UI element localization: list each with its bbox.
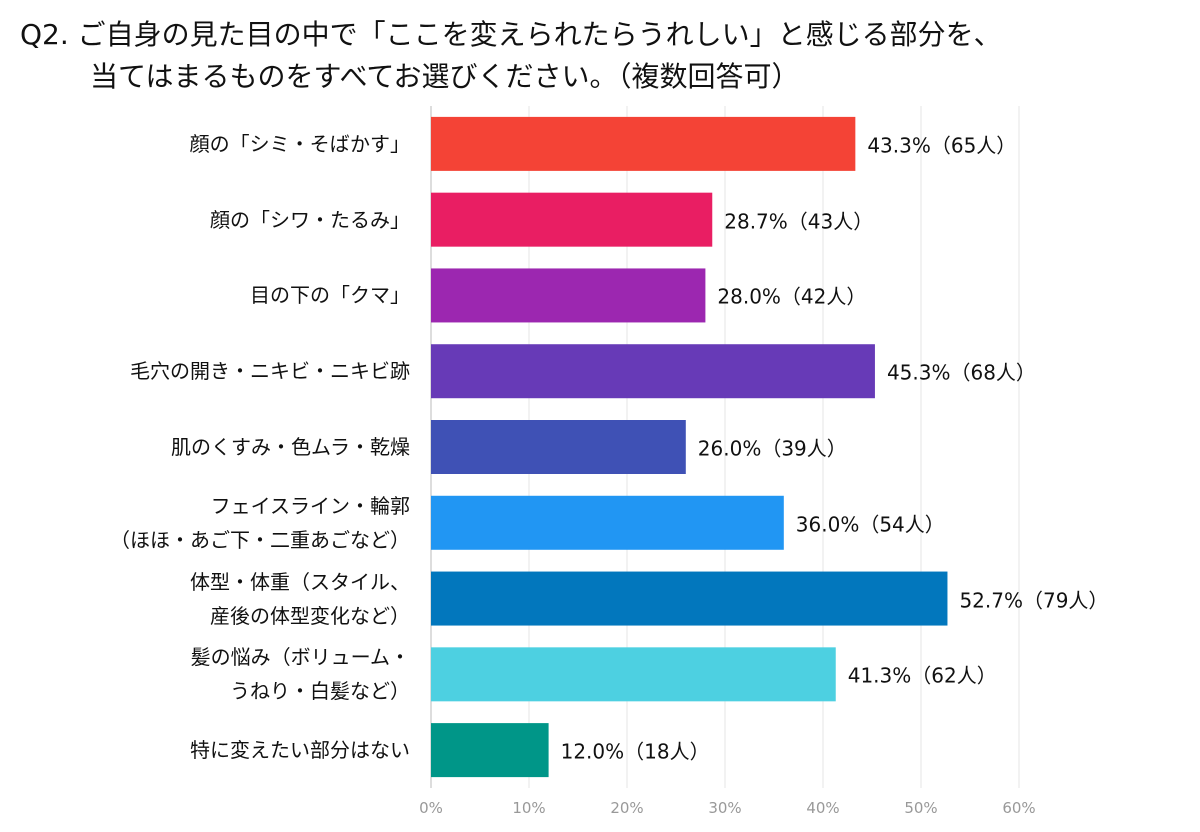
bar <box>431 647 836 702</box>
y-tick-label: 髪の悩み（ボリューム・ うねり・白髪など） <box>190 645 410 704</box>
x-tick-label: 20% <box>610 799 643 817</box>
value-label: 52.7%（79人） <box>959 588 1109 613</box>
y-tick-label: 肌のくすみ・色ムラ・乾燥 <box>171 435 410 459</box>
x-tick-label: 0% <box>419 799 443 817</box>
bar <box>431 495 784 550</box>
x-tick-label: 50% <box>904 799 937 817</box>
value-label: 28.0%（42人） <box>717 284 867 309</box>
value-label: 43.3%（65人） <box>867 133 1017 158</box>
x-tick-label: 40% <box>806 799 839 817</box>
y-tick-label: 体型・体重（スタイル、 産後の体型変化など） <box>190 569 410 628</box>
bar <box>431 723 549 778</box>
value-label: 28.7%（43人） <box>724 209 874 234</box>
bar <box>431 344 875 399</box>
chart-title: Q2. ご自身の見た目の中で「ここを変えられたらうれしい」と感じる部分を、 当て… <box>20 18 1002 93</box>
bar <box>431 116 856 171</box>
value-label: 26.0%（39人） <box>697 436 847 461</box>
value-label: 36.0%（54人） <box>795 512 945 537</box>
bar <box>431 192 713 247</box>
y-tick-label: 目の下の「クマ」 <box>250 283 410 308</box>
value-label: 12.0%（18人） <box>560 739 710 764</box>
bar <box>431 420 686 474</box>
value-label: 45.3%（68人） <box>886 360 1036 385</box>
x-tick-label: 30% <box>708 799 741 817</box>
x-tick-label: 10% <box>512 799 545 817</box>
y-tick-label: 特に変えたい部分はない <box>190 738 410 763</box>
y-tick-label: 顔の「シワ・たるみ」 <box>210 207 410 232</box>
bar <box>431 268 706 323</box>
bar <box>431 571 948 626</box>
value-label: 41.3%（62人） <box>847 663 997 688</box>
y-tick-label: 毛穴の開き・ニキビ・ニキビ跡 <box>130 359 410 384</box>
y-tick-label: 顔の「シミ・そばかす」 <box>189 131 410 156</box>
x-tick-label: 60% <box>1002 799 1035 817</box>
y-tick-label: フェイスライン・輪郭 （ほほ・あご下・二重あごなど） <box>110 493 410 552</box>
